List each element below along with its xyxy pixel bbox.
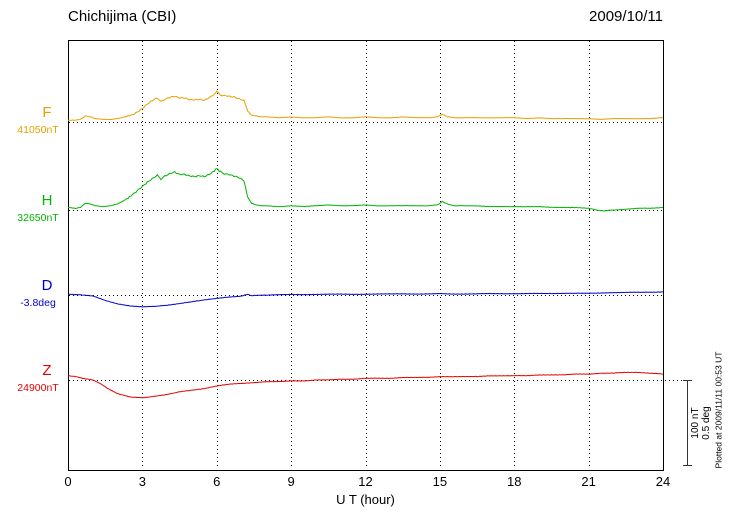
x-tick-label-12: 12 bbox=[358, 474, 373, 489]
plot-border bbox=[68, 40, 664, 471]
x-tick-label-24: 24 bbox=[655, 474, 671, 489]
trace-label-H: H bbox=[41, 192, 53, 209]
scale-bar-labels: 100 nT 0.5 deg bbox=[690, 383, 714, 463]
x-tick-label-9: 9 bbox=[287, 474, 295, 489]
trace-label-D: D bbox=[41, 277, 53, 294]
trace-label-Z: Z bbox=[42, 362, 52, 379]
trace-D bbox=[67, 291, 663, 308]
trace-baseline-label-H: 32650nT bbox=[17, 212, 59, 224]
x-tick-label-18: 18 bbox=[507, 474, 522, 489]
x-tick-label-21: 21 bbox=[581, 474, 596, 489]
trace-label-F: F bbox=[42, 104, 52, 121]
x-axis-label: U T (hour) bbox=[336, 492, 395, 507]
trace-baseline-label-Z: 24900nT bbox=[17, 382, 59, 394]
trace-Z bbox=[67, 371, 664, 399]
scale-label-nt: 100 nT bbox=[690, 407, 701, 439]
x-tick-label-3: 3 bbox=[138, 474, 146, 489]
trace-baseline-label-F: 41050nT bbox=[17, 124, 59, 136]
x-tick-label-15: 15 bbox=[432, 474, 448, 489]
trace-H bbox=[67, 168, 664, 212]
trace-F bbox=[67, 90, 663, 121]
trace-baseline-label-D: -3.8deg bbox=[20, 297, 56, 309]
x-tick-label-6: 6 bbox=[213, 474, 221, 489]
scale-label-deg: 0.5 deg bbox=[701, 406, 712, 440]
plotted-at-note: Plotted at 2009/11/11 00:53 UT bbox=[713, 351, 724, 469]
x-tick-label-0: 0 bbox=[64, 474, 72, 489]
date-label: 2009/10/11 bbox=[589, 8, 663, 25]
page-title: Chichijima (CBI) bbox=[68, 8, 177, 25]
